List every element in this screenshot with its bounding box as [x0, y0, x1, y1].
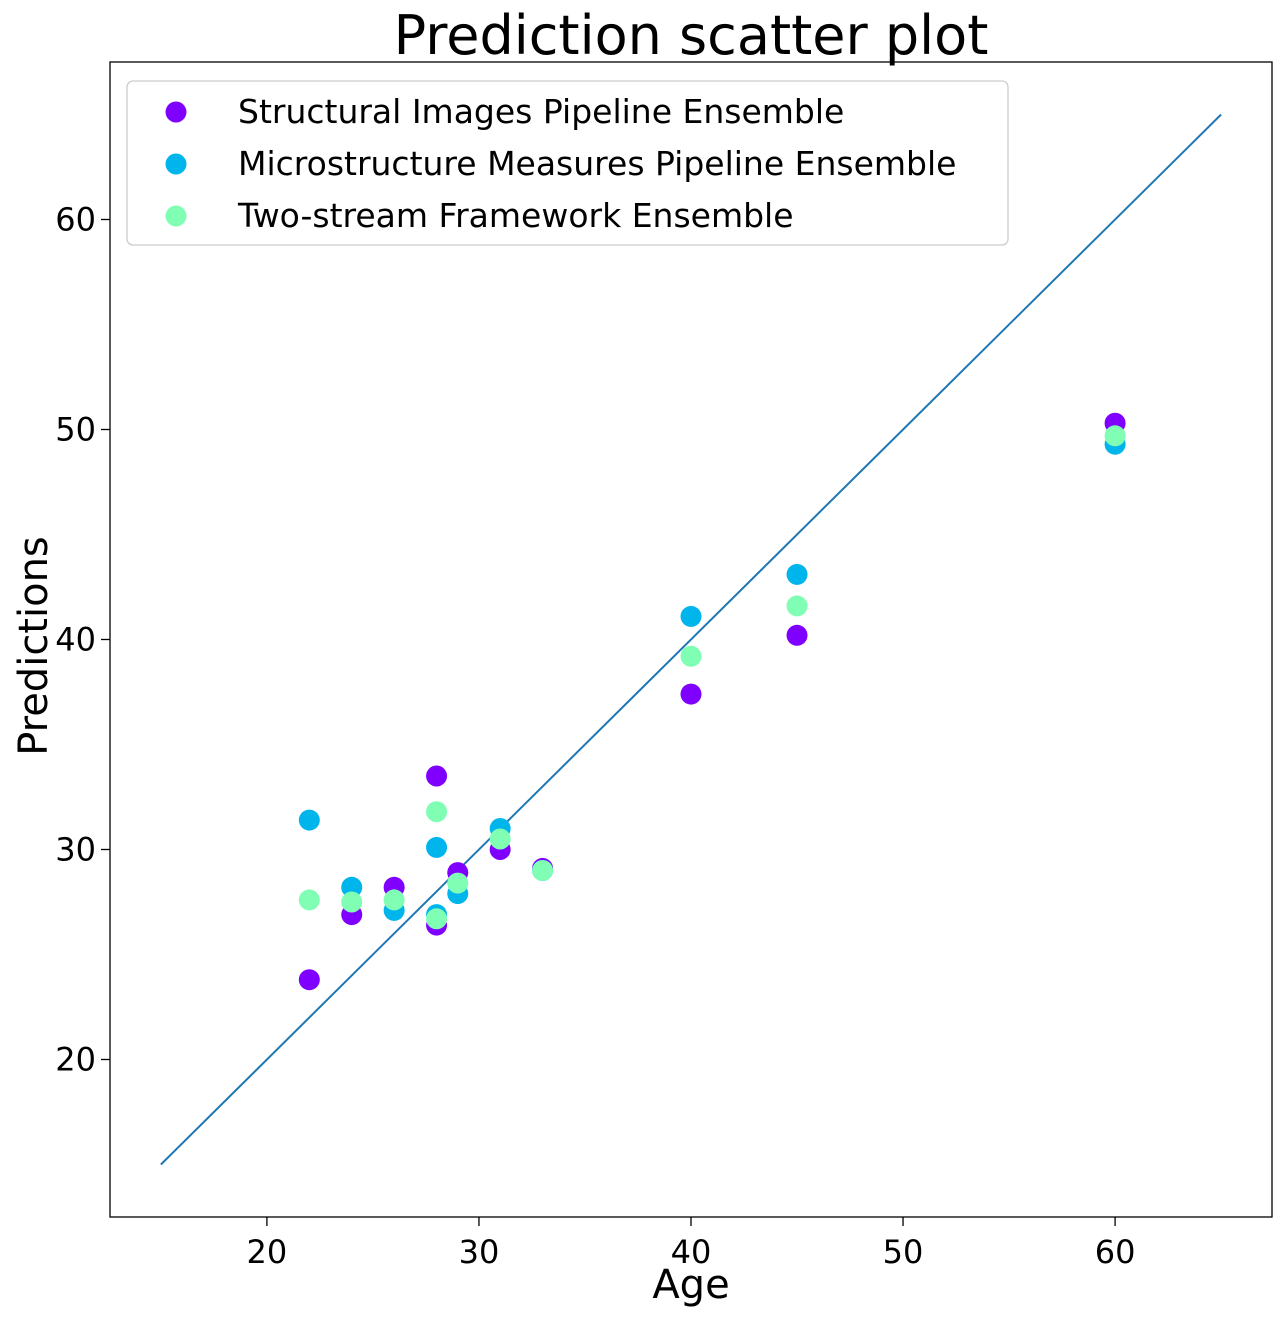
data-point [680, 683, 702, 705]
data-point [383, 889, 405, 911]
data-point [1104, 425, 1126, 447]
x-tick-label: 40 [671, 1233, 712, 1271]
data-point [426, 801, 448, 823]
data-point [341, 891, 363, 913]
x-axis-label: Age [652, 1262, 729, 1308]
data-point [680, 645, 702, 667]
y-tick-label: 20 [55, 1041, 96, 1079]
series-1 [298, 412, 1126, 991]
plot-area [160, 113, 1222, 1166]
data-point [786, 624, 808, 646]
y-tick-label: 60 [55, 201, 96, 239]
legend-marker [165, 205, 187, 227]
y-tick-label: 50 [55, 411, 96, 449]
y-tick-label: 40 [55, 621, 96, 659]
data-point [680, 605, 702, 627]
y-tick-label: 30 [55, 831, 96, 869]
legend-entry: Structural Images Pipeline Ensemble [238, 92, 844, 131]
x-axis: 20 30 40 50 60 [247, 1217, 1136, 1271]
x-tick-label: 20 [247, 1233, 288, 1271]
data-point [426, 836, 448, 858]
legend-entry: Microstructure Measures Pipeline Ensembl… [238, 144, 956, 183]
legend-marker [165, 101, 187, 123]
data-point [447, 872, 469, 894]
y-axis: 20 30 40 50 60 [55, 201, 110, 1079]
legend-frame [126, 80, 1009, 246]
y-axis-label: Predictions [11, 536, 57, 756]
x-tick-label: 60 [1095, 1233, 1136, 1271]
chart-title: Prediction scatter plot [394, 4, 989, 67]
data-point [786, 595, 808, 617]
series-2 [298, 433, 1126, 926]
data-point [298, 889, 320, 911]
x-tick-label: 30 [459, 1233, 500, 1271]
legend: Structural Images Pipeline Ensemble Micro… [126, 80, 1009, 246]
x-tick-label: 50 [883, 1233, 924, 1271]
data-point [341, 876, 363, 898]
series-3 [298, 425, 1126, 930]
data-point [786, 563, 808, 585]
data-point [426, 765, 448, 787]
data-point [298, 809, 320, 831]
data-point [532, 860, 554, 881]
data-point [489, 828, 511, 850]
data-point [426, 908, 448, 930]
data-point [298, 969, 320, 991]
reference-line [160, 113, 1222, 1166]
legend-marker [165, 153, 187, 175]
legend-entry: Two-stream Framework Ensemble [237, 196, 794, 235]
